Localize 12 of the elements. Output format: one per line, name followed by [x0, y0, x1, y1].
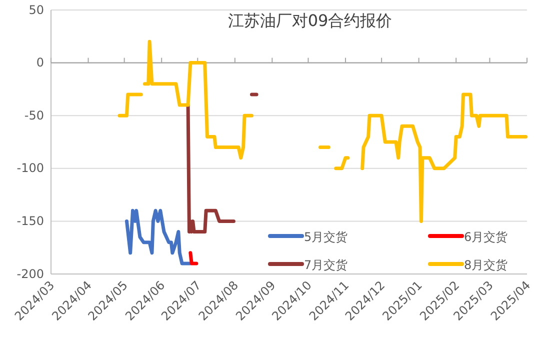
y-tick-label: -150 [16, 214, 44, 228]
line-series [124, 208, 192, 266]
y-tick-label: -200 [16, 266, 44, 281]
y-tick-label: -100 [16, 161, 44, 176]
y-tick-label: 0 [36, 56, 44, 70]
legend-label: 5月交货 [304, 230, 348, 244]
legend-label: 6月交货 [464, 230, 508, 244]
chart-title: 江苏油厂对09合约报价 [228, 11, 392, 30]
legend-label: 7月交货 [304, 258, 348, 272]
y-tick-label: 50 [28, 2, 44, 17]
legend-label: 8月交货 [464, 258, 508, 272]
y-tick-label: -50 [24, 108, 44, 122]
